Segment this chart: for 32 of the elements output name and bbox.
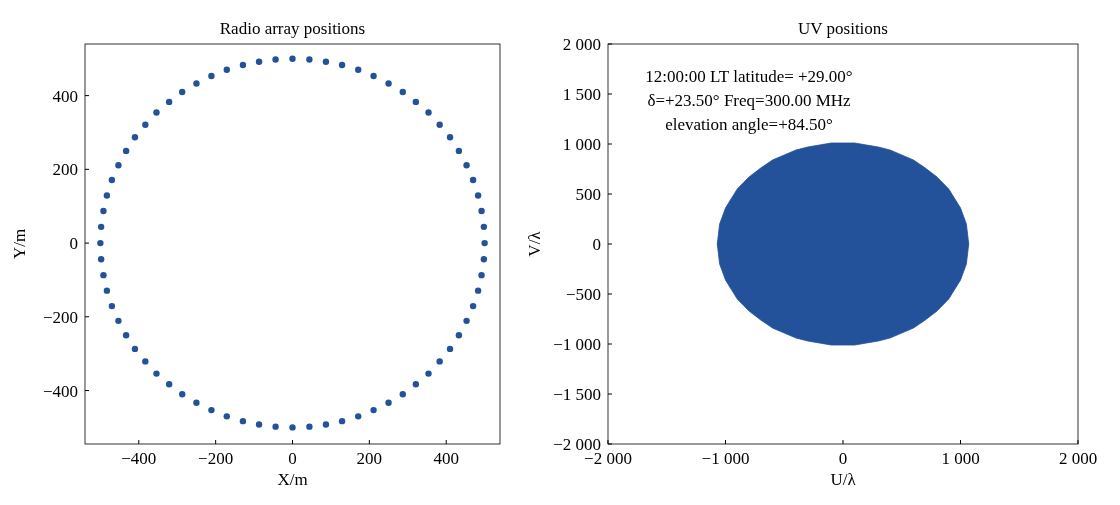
x-tick-label: 200 (356, 449, 383, 468)
y-tick-label: 200 (52, 160, 78, 180)
chart-title: UV positions (798, 19, 888, 38)
x-tick-label: 400 (433, 449, 459, 468)
annotation: δ=+23.50° Freq=300.00 MHz (647, 91, 852, 110)
annotation: 12:00:00 LT latitude= +29.00° (645, 67, 853, 86)
chart-title: Radio array positions (219, 19, 366, 38)
y-tick-label: 1 500 (562, 85, 601, 104)
y-axis-title: Y/m (10, 228, 29, 260)
x-tick-label: −1 000 (701, 449, 750, 468)
y-tick-label: 2 000 (562, 35, 601, 54)
x-tick-label: −200 (198, 449, 234, 468)
y-tick-label: −2 000 (553, 435, 601, 454)
x-tick-label: 0 (288, 449, 297, 468)
y-tick-label: −400 (42, 381, 78, 401)
x-tick-label: 2 000 (1058, 449, 1098, 468)
x-tick-label: 1 000 (941, 449, 980, 468)
y-tick-label: 500 (575, 185, 601, 204)
y-axis-title: V/λ (525, 230, 544, 257)
y-tick-label: 400 (52, 86, 78, 106)
annotation: elevation angle=+84.50° (665, 115, 833, 134)
x-tick-label: 0 (838, 449, 848, 468)
x-tick-label: −400 (121, 449, 157, 468)
x-axis-title: U/λ (830, 470, 857, 489)
y-tick-label: −1 500 (553, 385, 601, 404)
y-tick-label: 1 000 (562, 135, 601, 154)
y-tick-label: −1 000 (553, 335, 601, 354)
y-tick-label: 0 (69, 234, 78, 254)
y-tick-label: 0 (592, 235, 601, 254)
x-axis-title: X/m (277, 470, 308, 489)
y-tick-label: −500 (565, 285, 601, 304)
y-tick-label: −200 (42, 307, 78, 327)
